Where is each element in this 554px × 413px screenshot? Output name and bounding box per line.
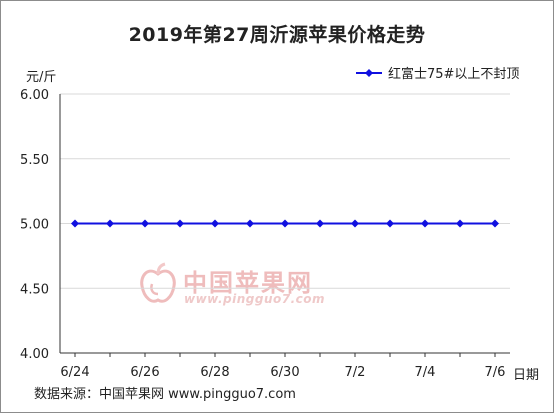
y-tick-label: 5.50 (20, 153, 49, 168)
watermark-text: 中国苹果网 (183, 269, 313, 297)
apple-logo-watermark (140, 262, 176, 303)
data-point (281, 219, 289, 228)
data-point (246, 219, 254, 228)
watermark-url: www.pingguo7.com (184, 292, 326, 306)
x-axis-unit: 日期 (513, 368, 540, 383)
x-tick-label: 7/4 (415, 365, 436, 380)
data-point (106, 219, 114, 228)
x-tick-label: 6/24 (60, 365, 89, 380)
data-source: 数据来源：中国苹果网 www.pingguo7.com (34, 387, 296, 402)
data-point (351, 219, 359, 228)
y-tick-label: 6.00 (20, 88, 49, 103)
y-tick-label: 4.50 (20, 282, 49, 297)
y-tick-label: 4.00 (20, 347, 49, 362)
x-tick-label: 6/26 (130, 365, 159, 380)
x-tick-label: 7/6 (485, 365, 506, 380)
data-point (176, 219, 184, 228)
chart-title: 2019年第27周沂源苹果价格走势 (128, 24, 426, 46)
data-point (211, 219, 219, 228)
x-tick-label: 7/2 (345, 365, 366, 380)
legend-marker (365, 69, 373, 77)
data-point (141, 219, 149, 228)
data-point (71, 219, 79, 228)
data-point (386, 219, 394, 228)
y-tick-label: 5.00 (20, 218, 49, 233)
x-tick-label: 6/28 (200, 365, 229, 380)
data-point (491, 219, 499, 228)
data-point (421, 219, 429, 228)
x-tick-label: 6/30 (270, 365, 299, 380)
legend-label: 红富士75#以上不封顶 (388, 66, 519, 82)
data-point (316, 219, 324, 228)
data-point (456, 219, 464, 228)
y-axis-unit: 元/斤 (26, 70, 57, 85)
